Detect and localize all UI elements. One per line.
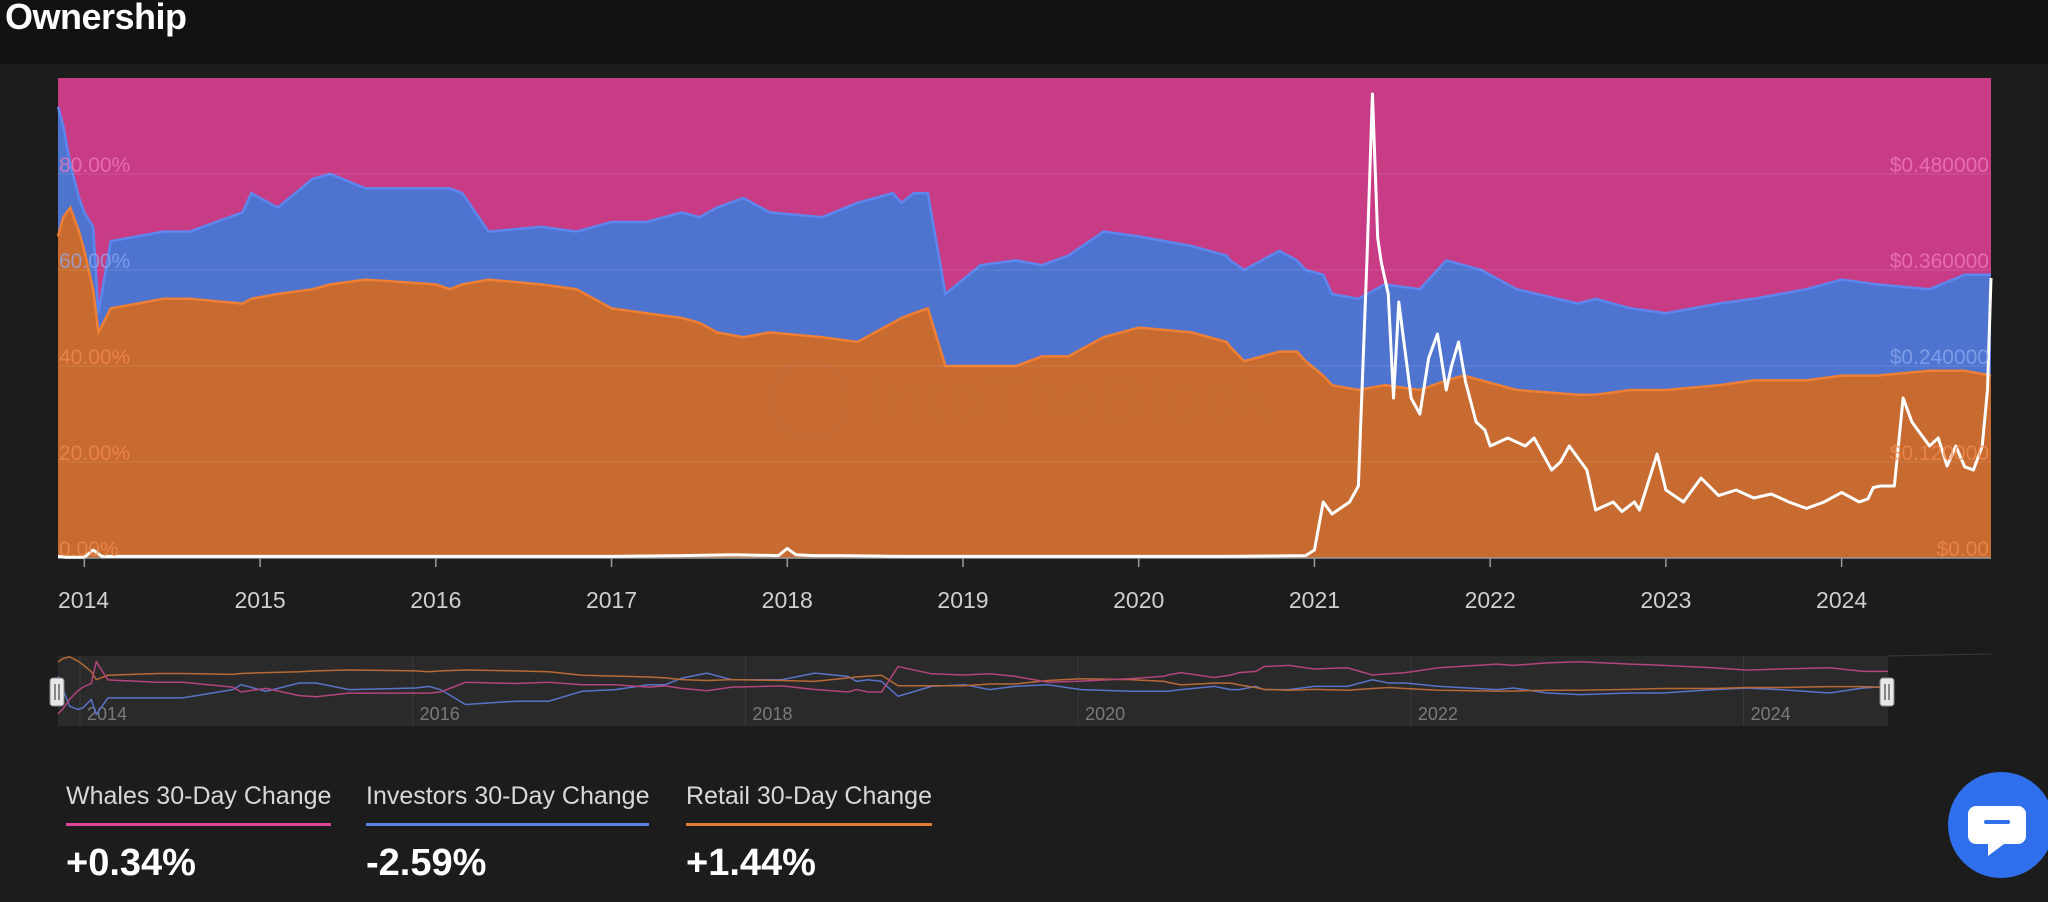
plot-area bbox=[56, 78, 1992, 559]
x-tick-label: 2021 bbox=[1289, 587, 1340, 613]
right-tick-label: $0.120000 bbox=[1890, 442, 1989, 465]
navigator-label: 2016 bbox=[420, 704, 460, 724]
investors-line bbox=[56, 106, 1991, 315]
retail-change-label: Retail 30-Day Change bbox=[686, 782, 932, 826]
right-tick-label: $0.480000 bbox=[1890, 154, 1989, 177]
whales-navigator-line bbox=[57, 659, 1888, 715]
investors-change-value: -2.59% bbox=[366, 842, 487, 884]
investors-navigator-line bbox=[57, 672, 1889, 717]
retail-line bbox=[56, 204, 1992, 397]
investors-change-label: Investors 30-Day Change bbox=[366, 782, 650, 826]
price-line bbox=[57, 92, 1993, 559]
ownership-chart[interactable]: IntoTheBlock 0.00% 20.00% 40.00% 60.00% 80.0… bbox=[0, 0, 2048, 760]
navigator-background bbox=[58, 656, 1888, 726]
navigator-right-handle[interactable] bbox=[1879, 677, 1895, 707]
retail-navigator-line bbox=[57, 655, 1889, 692]
whales-change-value: +0.34% bbox=[66, 842, 196, 884]
watermark-logo-icon bbox=[768, 358, 852, 442]
chat-button[interactable] bbox=[1948, 772, 2048, 878]
navigator-label: 2018 bbox=[752, 704, 792, 724]
left-tick-label: 80.00% bbox=[59, 154, 130, 177]
x-tick-label: 2019 bbox=[937, 587, 988, 613]
navigator-label: 2022 bbox=[1418, 704, 1458, 724]
retail-area bbox=[58, 207, 1991, 558]
navigator-label: 2024 bbox=[1751, 704, 1791, 724]
x-tick-label: 2014 bbox=[58, 587, 109, 613]
navigator-label: 2020 bbox=[1085, 704, 1125, 724]
whales-change-label: Whales 30-Day Change bbox=[66, 782, 332, 826]
right-tick-label: $0.00 bbox=[1936, 538, 1989, 561]
navigator-edge bbox=[1887, 653, 1992, 657]
left-tick-label: 40.00% bbox=[59, 346, 130, 369]
navigator-left-handle[interactable] bbox=[49, 677, 65, 707]
left-tick-label: 0.00% bbox=[59, 538, 119, 561]
whales-stat: Whales 30-Day Change +0.34% bbox=[66, 782, 332, 885]
x-tick-label: 2024 bbox=[1816, 587, 1867, 613]
x-tick-label: 2015 bbox=[235, 587, 286, 613]
right-tick-label: $0.360000 bbox=[1890, 250, 1989, 273]
right-tick-label: $0.240000 bbox=[1890, 346, 1989, 369]
watermark: IntoTheBlock bbox=[768, 358, 1274, 442]
right-axis-labels: $0.00 $0.120000 $0.240000 $0.360000 $0.48000… bbox=[1890, 154, 1989, 561]
grid-lines bbox=[58, 173, 1991, 559]
x-tick-label: 2022 bbox=[1465, 587, 1516, 613]
price-line-path bbox=[57, 92, 1993, 559]
x-tick-label: 2016 bbox=[410, 587, 461, 613]
left-tick-label: 60.00% bbox=[59, 250, 130, 273]
retail-change-value: +1.44% bbox=[686, 842, 816, 884]
watermark-text: IntoTheBlock bbox=[868, 362, 1274, 434]
retail-stat: Retail 30-Day Change +1.44% bbox=[686, 782, 932, 885]
navigator-label: 2014 bbox=[87, 704, 127, 724]
x-tick-label: 2023 bbox=[1640, 587, 1691, 613]
x-axis-labels: 2014 2015 2016 2017 2018 2019 2020 2021 2022 2023… bbox=[58, 558, 1867, 613]
range-navigator[interactable]: 2014 2016 2018 2020 2022 2024 bbox=[49, 653, 1992, 726]
page-title: Ownership bbox=[5, 0, 187, 37]
investors-stat: Investors 30-Day Change -2.59% bbox=[366, 782, 650, 885]
left-axis-labels: 0.00% 20.00% 40.00% 60.00% 80.00% bbox=[59, 154, 130, 561]
left-tick-label: 20.00% bbox=[59, 442, 130, 465]
x-tick-label: 2018 bbox=[762, 587, 813, 613]
header-bar: Ownership bbox=[0, 0, 2048, 64]
x-tick-label: 2017 bbox=[586, 587, 637, 613]
chat-bubble-icon bbox=[1968, 806, 2026, 856]
x-tick-label: 2020 bbox=[1113, 587, 1164, 613]
